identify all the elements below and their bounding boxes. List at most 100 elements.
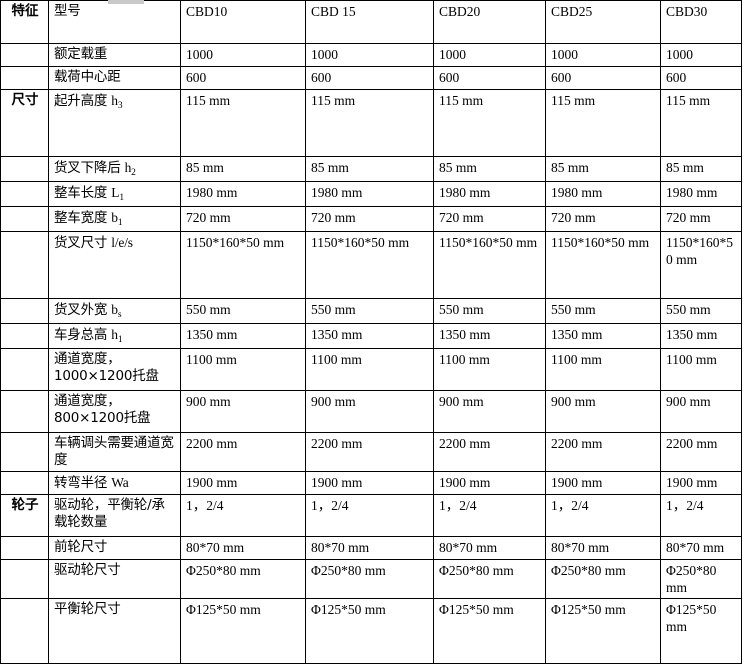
spec-name-text: 起升高度	[54, 93, 108, 109]
category-spacer	[0, 43, 49, 67]
spec-name-text: 车辆调头需要通道宽度	[54, 435, 174, 468]
value-cell: Φ250*80 mm	[545, 559, 661, 599]
value-cell: 1150*160*50 mm	[305, 231, 434, 299]
value-cell: 550 mm	[180, 298, 306, 324]
spec-name-text: 额定载重	[54, 46, 108, 62]
value-cell: Φ125*50 mm	[305, 598, 434, 664]
value-cell: 1000	[660, 43, 742, 67]
value-cell: 115 mm	[433, 89, 546, 157]
value-cell: 550 mm	[305, 298, 434, 324]
value-cell: 85 mm	[305, 156, 434, 182]
spec-name-cell: 车辆调头需要通道宽度	[48, 432, 181, 472]
value-cell: 720 mm	[180, 206, 306, 232]
value-cell: 80*70 mm	[305, 536, 434, 560]
value-cell: 1350 mm	[545, 323, 661, 349]
category-spacer	[0, 298, 49, 324]
value-cell: 1，2/4	[660, 494, 742, 537]
value-cell: 115 mm	[180, 89, 306, 157]
value-cell: 115 mm	[545, 89, 661, 157]
category-spacer	[0, 323, 49, 349]
spec-name-cell: 通道宽度，1000×1200托盘	[48, 348, 181, 391]
table-row: 整车宽度 b1 720 mm 720 mm 720 mm 720 mm 720 mm	[0, 206, 742, 232]
value-cell: 720 mm	[660, 206, 742, 232]
spec-name-text: 通道宽度，800×1200托盘	[54, 393, 151, 426]
value-cell: 1000	[305, 43, 434, 67]
value-cell: Φ125*50 mm	[660, 598, 742, 664]
table-row: 平衡轮尺寸 Φ125*50 mm Φ125*50 mm Φ125*50 mm Φ125*…	[0, 598, 742, 664]
value-cell: 1100 mm	[305, 348, 434, 391]
value-cell: 1900 mm	[433, 471, 546, 495]
value-cell: 1900 mm	[305, 471, 434, 495]
spec-name-subscript: 3	[117, 101, 123, 111]
value-cell: 1350 mm	[660, 323, 742, 349]
value-cell: 1350 mm	[305, 323, 434, 349]
value-cell: 2200 mm	[545, 432, 661, 472]
column-header-model-1: CBD10	[180, 0, 306, 44]
category-spacer	[0, 536, 49, 560]
value-cell: 720 mm	[545, 206, 661, 232]
value-cell: 600	[180, 66, 306, 90]
spec-name-cell: 驱动轮尺寸	[48, 559, 181, 599]
category-spacer	[0, 156, 49, 182]
value-cell: 900 mm	[305, 390, 434, 433]
category-spacer	[0, 231, 49, 299]
table-row: 货叉下降后 h2 85 mm 85 mm 85 mm 85 mm 85 mm	[0, 156, 742, 182]
value-cell: Φ250*80 mm	[660, 559, 742, 599]
value-cell: 80*70 mm	[180, 536, 306, 560]
column-header-model-5: CBD30	[660, 0, 742, 44]
value-cell: 1，2/4	[180, 494, 306, 537]
value-cell: 85 mm	[660, 156, 742, 182]
value-cell: 1000	[180, 43, 306, 67]
value-cell: 1100 mm	[545, 348, 661, 391]
spec-name-cell: 起升高度 h3	[48, 89, 181, 157]
value-cell: 550 mm	[660, 298, 742, 324]
spec-name-text: 整车长度	[54, 185, 108, 201]
spec-name-subscript: 1	[119, 193, 124, 203]
category-spacer	[0, 181, 49, 207]
spec-name-subscript: 1	[117, 335, 123, 345]
spec-name-symbol: Wa	[111, 475, 129, 490]
spec-name-symbol: l/e/s	[111, 235, 133, 250]
spec-name-cell: 转弯半径 Wa	[48, 471, 181, 495]
spec-name-text: 整车宽度	[54, 210, 108, 226]
spec-name-symbol: b	[111, 210, 118, 225]
table-row: 前轮尺寸 80*70 mm 80*70 mm 80*70 mm 80*70 mm 80*7…	[0, 536, 742, 560]
value-cell: 1980 mm	[545, 181, 661, 207]
value-cell: 1100 mm	[660, 348, 742, 391]
spec-name-cell: 额定载重	[48, 43, 181, 67]
value-cell: 1350 mm	[180, 323, 306, 349]
spec-name-text: 驱动轮，平衡轮/承载轮数量	[54, 497, 165, 530]
value-cell: Φ250*80 mm	[305, 559, 434, 599]
value-cell: 720 mm	[433, 206, 546, 232]
value-cell: 1100 mm	[180, 348, 306, 391]
value-cell: 720 mm	[305, 206, 434, 232]
spec-name-subscript: 2	[131, 168, 136, 178]
column-header-model-3: CBD20	[433, 0, 546, 44]
table-row: 轮子 驱动轮，平衡轮/承载轮数量 1，2/4 1，2/4 1，2/4 1，2/4 1，2/4	[0, 494, 742, 537]
category-spacer	[0, 206, 49, 232]
spec-name-subscript: 1	[117, 218, 123, 228]
table-row: 通道宽度，800×1200托盘 900 mm 900 mm 900 mm 900 mm 9…	[0, 390, 742, 433]
scrollbar-artifact	[108, 0, 144, 4]
value-cell: 115 mm	[305, 89, 434, 157]
category-label-features: 特征	[0, 0, 49, 44]
table-row: 车身总高 h1 1350 mm 1350 mm 1350 mm 1350 mm 1350 …	[0, 323, 742, 349]
category-label: 轮子	[0, 494, 49, 537]
value-cell: 1，2/4	[433, 494, 546, 537]
spec-name-text: 通道宽度，1000×1200托盘	[54, 351, 159, 384]
spec-name-cell: 载荷中心距	[48, 66, 181, 90]
spec-name-cell: 通道宽度，800×1200托盘	[48, 390, 181, 433]
value-cell: 2200 mm	[180, 432, 306, 472]
spec-name-cell: 平衡轮尺寸	[48, 598, 181, 664]
spec-name-cell: 货叉外宽 bs	[48, 298, 181, 324]
column-header-model-2: CBD 15	[305, 0, 434, 44]
category-spacer	[0, 559, 49, 599]
table-row: 货叉外宽 bs 550 mm 550 mm 550 mm 550 mm 550 mm	[0, 298, 742, 324]
spec-name-cell: 货叉尺寸 l/e/s	[48, 231, 181, 299]
value-cell: 2200 mm	[305, 432, 434, 472]
value-cell: 1000	[433, 43, 546, 67]
category-spacer	[0, 432, 49, 472]
value-cell: 1980 mm	[180, 181, 306, 207]
